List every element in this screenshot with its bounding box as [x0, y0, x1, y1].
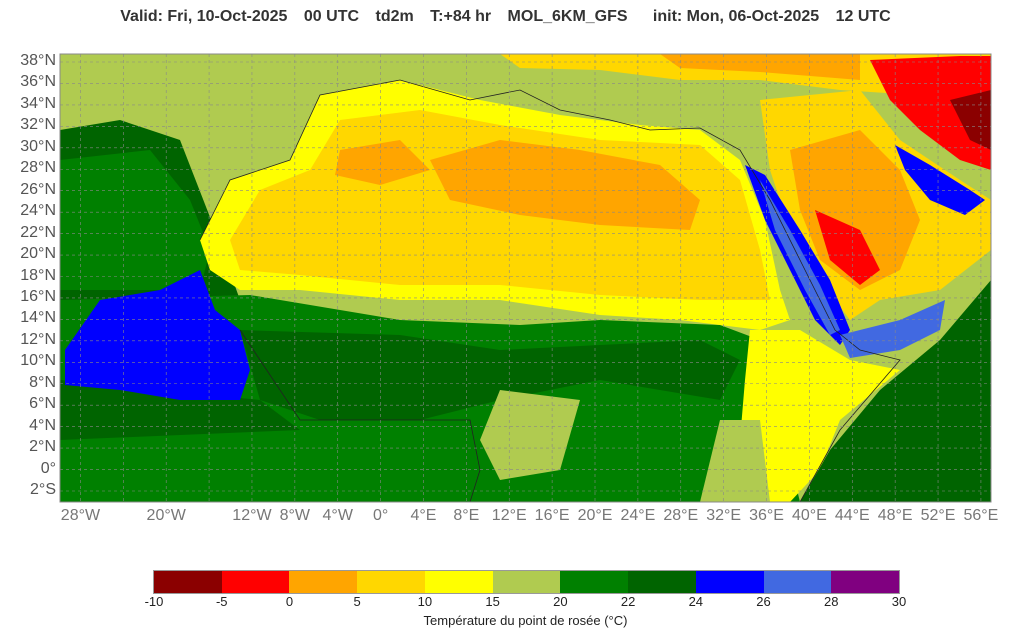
colorbar-swatch	[289, 571, 358, 593]
field-24-26-atlantic	[65, 270, 250, 400]
lon-label: 8°E	[453, 507, 480, 524]
lat-label: 2°N	[29, 438, 56, 456]
lat-label: 20°N	[20, 245, 56, 263]
lat-label: 2°S	[30, 481, 56, 498]
init-time: 12 UTC	[835, 8, 891, 25]
lon-label: 48°E	[877, 507, 913, 524]
coastline	[199, 79, 901, 502]
lat-label: 8°N	[29, 373, 56, 391]
colorbar-swatch	[695, 571, 764, 593]
lat-label: 34°N	[20, 94, 56, 112]
field-minus5-0-iran	[870, 56, 991, 170]
field-minus5-0-arabia	[815, 210, 880, 285]
colorbar-tick-label: 15	[485, 594, 500, 609]
lon-label: 36°E	[749, 507, 784, 524]
lat-label: 10°N	[20, 352, 56, 370]
lead-time: T:+84 hr	[430, 8, 492, 25]
lat-label: 22°N	[20, 223, 56, 241]
colorbar-tick-label: 22	[620, 594, 636, 609]
colorbar-label: Température du point de rosée (°C)	[423, 613, 628, 628]
lon-label: 28°W	[60, 507, 101, 524]
lon-label: 40°E	[791, 507, 827, 524]
lat-label: 0°	[40, 459, 56, 477]
colorbar-swatch	[831, 571, 900, 593]
colorbar-tick-label: 20	[553, 594, 568, 609]
gulf-of-aden	[840, 300, 945, 358]
map-title: Valid: Fri, 10-Oct-2025 00 UTC td2m T:+8…	[0, 8, 1011, 26]
colorbar-swatch	[492, 571, 561, 593]
field-5-10-europe	[500, 54, 991, 100]
lat-label: 14°N	[20, 309, 56, 327]
field-22-24-sahel	[240, 330, 740, 420]
lat-label: 18°N	[20, 266, 56, 284]
colorbar-swatch	[154, 571, 222, 593]
lat-label: 16°N	[20, 287, 56, 305]
field-0-5-turkey	[660, 54, 860, 80]
colorbar-swatch	[357, 571, 425, 593]
lon-label: 12°W	[232, 507, 272, 524]
lat-label: 4°N	[29, 416, 56, 434]
colorbar-swatch	[560, 571, 629, 593]
lat-label: 24°N	[20, 202, 56, 220]
lon-label: 44°E	[834, 507, 870, 524]
colorbar-tick-label: 0	[285, 594, 294, 609]
lon-label: 0°	[372, 507, 389, 524]
lon-label: 28°E	[663, 507, 699, 524]
lat-label: 28°N	[20, 159, 56, 177]
lat-label: 6°N	[29, 395, 56, 413]
model-name: MOL_6KM_GFS	[507, 8, 628, 25]
field-0-5-arabia	[790, 130, 920, 290]
lon-label: 20°W	[146, 507, 186, 524]
colorbar-swatch	[221, 571, 290, 593]
colorbar-tick-label: 10	[417, 594, 433, 609]
field-10-15-horn	[740, 330, 900, 502]
lon-label: 20°E	[577, 507, 613, 524]
colorbar-tick-label: 28	[824, 594, 839, 609]
field-0-5-algeria	[335, 140, 430, 185]
lon-label: 12°E	[491, 507, 527, 524]
colorbar-swatch	[763, 571, 832, 593]
persian-gulf	[895, 145, 985, 215]
lon-label: 32°E	[706, 507, 742, 524]
colorbar-tick-label: -5	[215, 594, 228, 609]
indian-ocean-22-24	[800, 280, 991, 502]
lat-label: 26°N	[20, 180, 56, 198]
colorbar-swatch	[424, 571, 493, 593]
field-15-20-eastafrica	[700, 420, 770, 502]
field-15-20-congo	[480, 390, 580, 480]
lat-label: 12°N	[20, 330, 56, 348]
lon-label: 4°E	[410, 507, 437, 524]
lon-label: 56°E	[963, 507, 999, 524]
colorbar-tick-label: 24	[688, 594, 704, 609]
colorbar-swatch	[628, 571, 696, 593]
lat-label: 30°N	[20, 137, 56, 155]
red-sea-26-28	[760, 180, 840, 335]
colorbar-tick-label: -10	[144, 594, 164, 609]
field-22-24-gulf	[60, 380, 300, 440]
graticule	[60, 54, 991, 502]
lat-label: 36°N	[20, 73, 56, 91]
colorbar	[153, 570, 900, 594]
field-0-5-sahara	[430, 140, 700, 230]
lon-label: 52°E	[920, 507, 956, 524]
valid-time: 00 UTC	[303, 8, 360, 25]
lat-label: 32°N	[20, 116, 56, 134]
lon-label: 8°W	[279, 507, 311, 524]
lon-label: 4°W	[322, 507, 353, 524]
colorbar-tick-label: 5	[353, 594, 361, 609]
lon-label: 16°E	[534, 507, 570, 524]
lon-label: 24°E	[620, 507, 656, 524]
map-frame	[59, 53, 992, 503]
lat-label: 38°N	[20, 52, 56, 69]
valid-date: Valid: Fri, 10-Oct-2025	[120, 8, 288, 25]
colorbar-tick-label: 30	[891, 594, 907, 609]
init-date: init: Mon, 06-Oct-2025	[652, 8, 820, 25]
variable-name: td2m	[375, 8, 414, 25]
colorbar-tick-label: 26	[756, 594, 771, 609]
